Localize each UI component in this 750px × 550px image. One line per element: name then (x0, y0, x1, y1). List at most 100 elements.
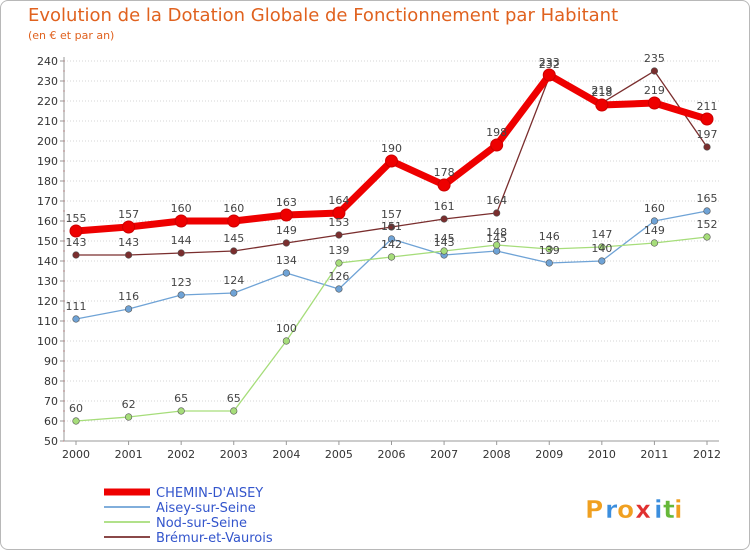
legend-label: Brémur-et-Vaurois (156, 531, 273, 546)
y-tick-label: 50 (44, 435, 58, 448)
data-label: 62 (122, 398, 136, 411)
x-tick-label: 2001 (115, 448, 143, 461)
y-tick-label: 190 (37, 155, 58, 168)
y-tick-label: 160 (37, 215, 58, 228)
data-label: 165 (697, 192, 718, 205)
data-label: 157 (381, 208, 402, 221)
data-label: 157 (118, 208, 139, 221)
data-point (279, 208, 293, 222)
data-point (650, 217, 659, 225)
data-label: 149 (644, 224, 665, 237)
y-tick-label: 80 (44, 375, 58, 388)
y-tick-label: 130 (37, 275, 58, 288)
data-point (490, 138, 504, 152)
x-tick-label: 2008 (483, 448, 511, 461)
x-tick-label: 2000 (62, 448, 90, 461)
data-point (72, 251, 80, 259)
data-point (72, 315, 80, 323)
data-point (493, 209, 501, 217)
data-label: 111 (66, 300, 87, 313)
data-label: 139 (328, 244, 349, 257)
data-point (493, 241, 501, 249)
data-point (335, 285, 343, 293)
series-line (75, 236, 708, 422)
x-tick-label: 2002 (167, 448, 195, 461)
data-point (124, 413, 133, 421)
data-point (387, 223, 396, 231)
data-label: 232 (539, 58, 560, 71)
data-point (700, 112, 714, 126)
data-label: 134 (276, 254, 297, 267)
data-point (650, 239, 659, 247)
data-point (122, 220, 136, 234)
legend-label: CHEMIN-D'AISEY (156, 486, 263, 501)
data-label: 178 (434, 166, 455, 179)
data-label: 143 (66, 236, 87, 249)
data-point (227, 214, 241, 228)
logo-letter: i (674, 495, 683, 524)
y-tick-label: 230 (37, 75, 58, 88)
y-tick-label: 180 (37, 175, 58, 188)
data-point (282, 337, 290, 345)
x-tick-label: 2012 (693, 448, 721, 461)
data-point (440, 247, 448, 255)
x-tick-label: 2005 (325, 448, 353, 461)
data-label: 100 (276, 322, 297, 335)
y-tick-label: 210 (37, 115, 58, 128)
y-tick-label: 150 (37, 235, 58, 248)
series-0 (69, 68, 714, 238)
series-2 (72, 233, 711, 425)
data-label: 161 (434, 200, 455, 213)
data-label: 190 (381, 142, 402, 155)
data-point (598, 243, 606, 251)
data-label: 211 (697, 100, 718, 113)
y-tick-label: 100 (37, 335, 58, 348)
data-point (69, 224, 83, 238)
x-tick-label: 2009 (535, 448, 563, 461)
data-point (174, 214, 188, 228)
data-label: 151 (381, 220, 402, 233)
data-point (545, 259, 553, 267)
logo-letter: t (663, 495, 675, 524)
data-point (387, 253, 396, 261)
logo-letter: r (605, 495, 618, 524)
y-tick-label: 60 (44, 415, 58, 428)
data-label: 235 (644, 52, 665, 65)
data-label: 147 (591, 228, 612, 241)
x-tick-label: 2003 (220, 448, 248, 461)
data-label: 160 (171, 202, 192, 215)
x-tick-label: 2004 (272, 448, 300, 461)
data-label: 143 (434, 236, 455, 249)
data-label: 116 (118, 290, 139, 303)
y-tick-label: 240 (37, 55, 58, 68)
data-label: 143 (118, 236, 139, 249)
data-label: 140 (591, 242, 612, 255)
x-tick-label: 2010 (588, 448, 616, 461)
data-point (177, 407, 185, 415)
data-point (598, 257, 606, 265)
data-label: 148 (486, 226, 507, 239)
x-tick-label: 2007 (430, 448, 458, 461)
data-label: 160 (644, 202, 665, 215)
data-point (703, 143, 711, 151)
data-point (335, 259, 343, 267)
data-label: 164 (486, 194, 507, 207)
data-point (124, 305, 133, 313)
data-point (647, 96, 661, 110)
data-label: 218 (591, 86, 612, 99)
data-label: 198 (486, 126, 507, 139)
labels-series-3: 143 143 144 145 149 153 157 161 164 232 219 235 197 (66, 52, 718, 249)
data-point (542, 68, 556, 82)
data-label: 163 (276, 196, 297, 209)
data-label: 60 (69, 402, 83, 415)
data-point (332, 206, 346, 220)
y-tick-label: 120 (37, 295, 58, 308)
data-point (437, 178, 451, 192)
x-tick-label: 2006 (378, 448, 406, 461)
data-point (335, 231, 343, 239)
y-tick-label: 220 (37, 95, 58, 108)
